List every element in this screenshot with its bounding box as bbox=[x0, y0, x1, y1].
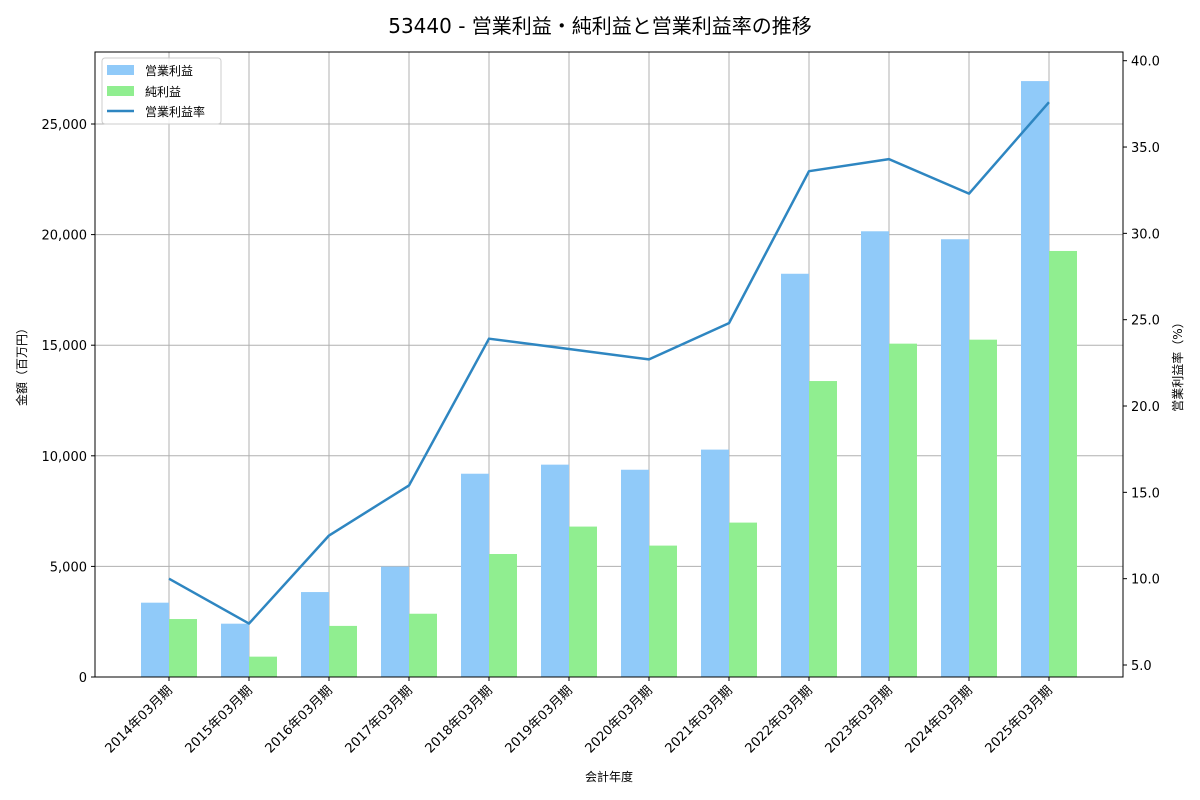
bar-net-profit bbox=[249, 656, 277, 677]
bar-net-profit bbox=[329, 625, 357, 677]
x-tick-label: 2022年03月期 bbox=[743, 683, 816, 756]
y-tick-label: 0 bbox=[79, 671, 87, 686]
x-tick-label: 2019年03月期 bbox=[503, 683, 576, 756]
y2-tick-label: 30.0 bbox=[1131, 227, 1160, 242]
bar-operating-profit bbox=[621, 469, 649, 677]
legend-swatch-operating-profit bbox=[107, 65, 134, 75]
right-axis-ticks: 5.0 10.0 15.0 20.0 25.0 30.0 35.0 40.0 bbox=[1123, 55, 1160, 674]
bar-net-profit bbox=[409, 613, 437, 677]
legend-swatch-net-profit bbox=[107, 86, 134, 96]
bar-operating-profit bbox=[221, 623, 249, 677]
bar-net-profit bbox=[729, 522, 757, 677]
legend-label-net-profit: 純利益 bbox=[145, 85, 181, 99]
y2-tick-label: 40.0 bbox=[1131, 55, 1160, 70]
bar-operating-profit bbox=[541, 464, 569, 677]
bar-operating-profit bbox=[461, 473, 489, 677]
bar-operating-profit bbox=[941, 239, 969, 678]
x-tick-label: 2017年03月期 bbox=[343, 683, 416, 756]
left-axis-ticks: 0 5,000 10,000 15,000 20,000 25,000 bbox=[42, 118, 95, 686]
legend: 営業利益 純利益 営業利益率 bbox=[101, 57, 222, 125]
plot-frame bbox=[94, 51, 1124, 678]
y2-tick-label: 35.0 bbox=[1131, 141, 1160, 156]
x-axis-label: 会計年度 bbox=[585, 769, 633, 784]
x-tick-label: 2018年03月期 bbox=[423, 683, 496, 756]
y-tick-label: 20,000 bbox=[42, 229, 88, 244]
legend-label-operating-margin: 営業利益率 bbox=[145, 104, 205, 119]
line-series bbox=[168, 101, 1050, 625]
bar-net-profit bbox=[169, 619, 197, 677]
y-tick-label: 5,000 bbox=[50, 560, 87, 575]
bar-operating-profit bbox=[861, 231, 889, 678]
bar-operating-profit bbox=[701, 449, 729, 677]
y-tick-label: 10,000 bbox=[42, 450, 88, 465]
bar-operating-profit bbox=[141, 602, 169, 677]
chart-title: 53440 - 営業利益・純利益と営業利益率の推移 bbox=[388, 14, 812, 38]
y2-tick-label: 25.0 bbox=[1131, 314, 1160, 329]
y-tick-label: 25,000 bbox=[42, 118, 88, 133]
y2-axis-label: 営業利益率（%） bbox=[1170, 316, 1185, 411]
bar-net-profit bbox=[1049, 250, 1077, 677]
y-axis-label: 金額（百万円） bbox=[14, 322, 29, 406]
x-tick-label: 2025年03月期 bbox=[983, 683, 1056, 756]
bar-operating-profit bbox=[1021, 81, 1049, 677]
y2-tick-label: 10.0 bbox=[1131, 573, 1160, 588]
y2-tick-label: 15.0 bbox=[1131, 486, 1160, 501]
bar-net-profit bbox=[969, 339, 997, 677]
bar-net-profit bbox=[569, 526, 597, 677]
legend-label-operating-profit: 営業利益 bbox=[145, 64, 193, 78]
bar-series bbox=[141, 81, 1077, 678]
x-tick-label: 2021年03月期 bbox=[663, 683, 736, 756]
bar-net-profit bbox=[489, 554, 517, 677]
x-axis-ticks: 2014年03月期 2015年03月期 2016年03月期 2017年03月期 2018… bbox=[103, 677, 1056, 757]
bar-net-profit bbox=[889, 343, 917, 677]
x-tick-label: 2015年03月期 bbox=[183, 683, 256, 756]
bar-operating-profit bbox=[301, 592, 329, 677]
bar-operating-profit bbox=[781, 273, 809, 677]
y-tick-label: 15,000 bbox=[42, 339, 88, 354]
x-tick-label: 2023年03月期 bbox=[823, 683, 896, 756]
bar-operating-profit bbox=[381, 566, 409, 677]
bar-net-profit bbox=[809, 381, 837, 677]
x-tick-label: 2014年03月期 bbox=[103, 683, 176, 756]
line-operating-margin bbox=[168, 101, 1050, 625]
y2-tick-label: 5.0 bbox=[1131, 659, 1152, 674]
y2-tick-label: 20.0 bbox=[1131, 400, 1160, 415]
x-tick-label: 2016年03月期 bbox=[263, 683, 336, 756]
x-tick-label: 2024年03月期 bbox=[903, 683, 976, 756]
bar-net-profit bbox=[649, 545, 677, 677]
x-tick-label: 2020年03月期 bbox=[583, 683, 656, 756]
